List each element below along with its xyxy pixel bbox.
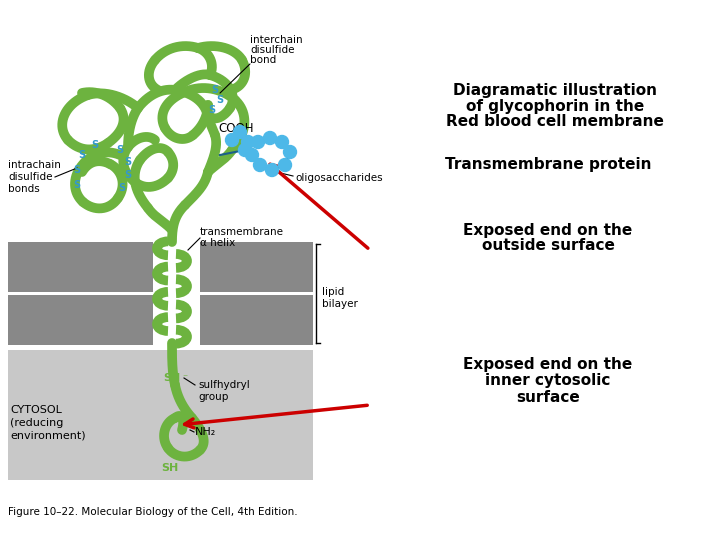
Text: oligosaccharides: oligosaccharides — [295, 173, 382, 183]
Text: Red blood cell membrane: Red blood cell membrane — [446, 114, 664, 130]
Text: inner cytosolic: inner cytosolic — [485, 374, 611, 388]
Text: bonds: bonds — [8, 184, 40, 194]
Text: Transmembrane protein: Transmembrane protein — [445, 158, 652, 172]
Circle shape — [253, 159, 266, 172]
Bar — [8, 295, 153, 345]
Text: Exposed end on the: Exposed end on the — [464, 357, 633, 373]
Circle shape — [225, 133, 238, 146]
Text: S: S — [91, 140, 99, 150]
Text: of glycophorin in the: of glycophorin in the — [466, 98, 644, 113]
Circle shape — [279, 159, 292, 172]
Text: S: S — [208, 105, 215, 115]
Text: SH: SH — [163, 373, 180, 383]
Text: interchain: interchain — [250, 35, 302, 45]
Text: sulfhydryl: sulfhydryl — [198, 380, 250, 390]
Text: bilayer: bilayer — [322, 299, 358, 309]
Text: α helix: α helix — [200, 238, 235, 248]
Text: intrachain: intrachain — [8, 160, 61, 170]
Text: environment): environment) — [10, 431, 86, 441]
Circle shape — [276, 136, 289, 148]
Circle shape — [233, 125, 246, 138]
Text: Diagramatic illustration: Diagramatic illustration — [453, 83, 657, 98]
Bar — [8, 242, 153, 292]
Text: S: S — [78, 150, 86, 160]
Circle shape — [264, 132, 276, 145]
Text: CYTOSOL: CYTOSOL — [10, 405, 62, 415]
Circle shape — [284, 145, 297, 159]
Text: group: group — [198, 392, 228, 402]
Text: outside surface: outside surface — [482, 239, 614, 253]
Text: Figure 10–22. Molecular Biology of the Cell, 4th Edition.: Figure 10–22. Molecular Biology of the C… — [8, 507, 297, 517]
Bar — [8, 350, 313, 480]
Circle shape — [266, 164, 279, 177]
Circle shape — [241, 136, 254, 148]
Text: NH₂: NH₂ — [195, 427, 216, 437]
Text: disulfide: disulfide — [8, 172, 53, 182]
Text: disulfide: disulfide — [250, 45, 294, 55]
Text: ⁻: ⁻ — [182, 373, 187, 383]
Text: surface: surface — [516, 389, 580, 404]
Bar — [200, 295, 313, 345]
Circle shape — [251, 136, 264, 148]
Text: S: S — [118, 183, 125, 193]
Text: Exposed end on the: Exposed end on the — [464, 222, 633, 238]
Circle shape — [246, 148, 258, 161]
Text: S: S — [217, 95, 224, 105]
Bar — [200, 242, 313, 292]
Text: S: S — [117, 145, 124, 155]
Text: lipid: lipid — [322, 287, 344, 297]
Text: S: S — [125, 170, 132, 180]
Text: S: S — [125, 157, 132, 167]
Text: S: S — [212, 85, 219, 95]
Text: S: S — [73, 180, 81, 190]
Text: S: S — [73, 165, 81, 175]
Text: bond: bond — [250, 55, 276, 65]
Text: (reducing: (reducing — [10, 418, 63, 428]
Text: transmembrane: transmembrane — [200, 227, 284, 237]
Text: SH: SH — [161, 463, 179, 473]
Circle shape — [238, 144, 251, 157]
Text: COOH: COOH — [218, 122, 253, 134]
